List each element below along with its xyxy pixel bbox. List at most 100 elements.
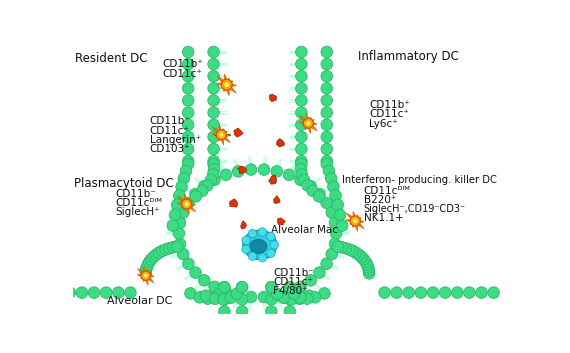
Text: CD103⁺: CD103⁺	[150, 144, 190, 154]
Circle shape	[208, 119, 219, 131]
Circle shape	[451, 287, 463, 298]
Circle shape	[182, 158, 194, 170]
Circle shape	[284, 281, 296, 293]
Circle shape	[221, 79, 232, 90]
Polygon shape	[146, 270, 149, 273]
Circle shape	[403, 287, 414, 298]
Circle shape	[288, 288, 300, 299]
Polygon shape	[221, 139, 223, 145]
Circle shape	[321, 258, 332, 269]
Polygon shape	[278, 218, 286, 225]
Text: CD11b⁺: CD11b⁺	[369, 100, 410, 110]
Circle shape	[202, 293, 214, 304]
Polygon shape	[303, 124, 306, 127]
Circle shape	[218, 281, 230, 293]
Circle shape	[266, 281, 277, 293]
Polygon shape	[144, 267, 146, 272]
Circle shape	[391, 287, 402, 298]
Polygon shape	[218, 138, 221, 141]
Circle shape	[356, 251, 367, 263]
Circle shape	[330, 228, 342, 239]
Circle shape	[353, 219, 357, 223]
Circle shape	[428, 287, 439, 298]
Polygon shape	[359, 220, 364, 223]
Circle shape	[208, 83, 219, 94]
Circle shape	[164, 243, 175, 254]
Polygon shape	[274, 196, 280, 204]
Circle shape	[202, 179, 213, 191]
Polygon shape	[137, 268, 144, 274]
Circle shape	[361, 259, 373, 270]
Text: Resident DC: Resident DC	[75, 52, 148, 65]
Polygon shape	[186, 208, 189, 214]
Text: CD11b⁻: CD11b⁻	[150, 116, 190, 126]
Circle shape	[233, 166, 244, 177]
Circle shape	[332, 241, 344, 252]
Circle shape	[167, 220, 178, 232]
Circle shape	[271, 166, 283, 177]
Text: CD11b⁻: CD11b⁻	[115, 189, 156, 199]
Polygon shape	[177, 202, 182, 205]
Circle shape	[160, 244, 172, 255]
Circle shape	[171, 241, 183, 252]
Polygon shape	[216, 136, 218, 138]
Circle shape	[286, 294, 297, 305]
Polygon shape	[184, 195, 187, 200]
Circle shape	[350, 216, 360, 226]
Circle shape	[208, 58, 219, 70]
Circle shape	[296, 158, 307, 170]
Circle shape	[283, 169, 295, 181]
Circle shape	[182, 197, 194, 209]
Polygon shape	[229, 86, 237, 93]
Circle shape	[258, 253, 267, 262]
Circle shape	[219, 133, 223, 137]
Text: SiglecH⁺: SiglecH⁺	[115, 207, 160, 217]
Ellipse shape	[250, 239, 267, 253]
Polygon shape	[299, 121, 304, 124]
Circle shape	[329, 238, 341, 250]
Text: F4/80⁺: F4/80⁺	[273, 286, 307, 297]
Polygon shape	[222, 129, 225, 131]
Circle shape	[363, 268, 375, 279]
Circle shape	[321, 131, 332, 143]
Polygon shape	[223, 136, 230, 143]
Circle shape	[360, 256, 372, 268]
Circle shape	[296, 131, 307, 143]
Polygon shape	[227, 78, 230, 81]
Circle shape	[321, 107, 332, 118]
Circle shape	[209, 292, 220, 303]
Circle shape	[340, 243, 352, 254]
Circle shape	[218, 294, 230, 305]
Circle shape	[415, 287, 427, 298]
Circle shape	[185, 288, 196, 299]
Circle shape	[332, 199, 344, 211]
Polygon shape	[137, 274, 142, 277]
Circle shape	[182, 258, 194, 269]
Circle shape	[209, 281, 220, 293]
Circle shape	[140, 268, 152, 279]
Circle shape	[209, 163, 220, 175]
Circle shape	[174, 238, 186, 250]
Text: CD11cᴰᴵᴹ: CD11cᴰᴵᴹ	[115, 198, 162, 208]
Polygon shape	[141, 276, 143, 279]
Circle shape	[208, 107, 219, 118]
Circle shape	[303, 118, 314, 128]
Circle shape	[314, 188, 325, 200]
Circle shape	[208, 143, 219, 155]
Circle shape	[323, 165, 335, 177]
Circle shape	[321, 58, 332, 70]
Circle shape	[190, 191, 202, 202]
Text: CD11b⁺: CD11b⁺	[162, 59, 203, 69]
Polygon shape	[276, 138, 284, 147]
Polygon shape	[189, 206, 196, 212]
Polygon shape	[350, 222, 352, 225]
Polygon shape	[184, 207, 186, 210]
Circle shape	[302, 293, 313, 304]
Circle shape	[305, 275, 316, 286]
Circle shape	[182, 95, 194, 106]
Text: CD11c⁺: CD11c⁺	[162, 68, 202, 78]
Circle shape	[278, 292, 290, 304]
Polygon shape	[234, 128, 243, 137]
Circle shape	[296, 83, 307, 94]
Circle shape	[208, 131, 219, 143]
